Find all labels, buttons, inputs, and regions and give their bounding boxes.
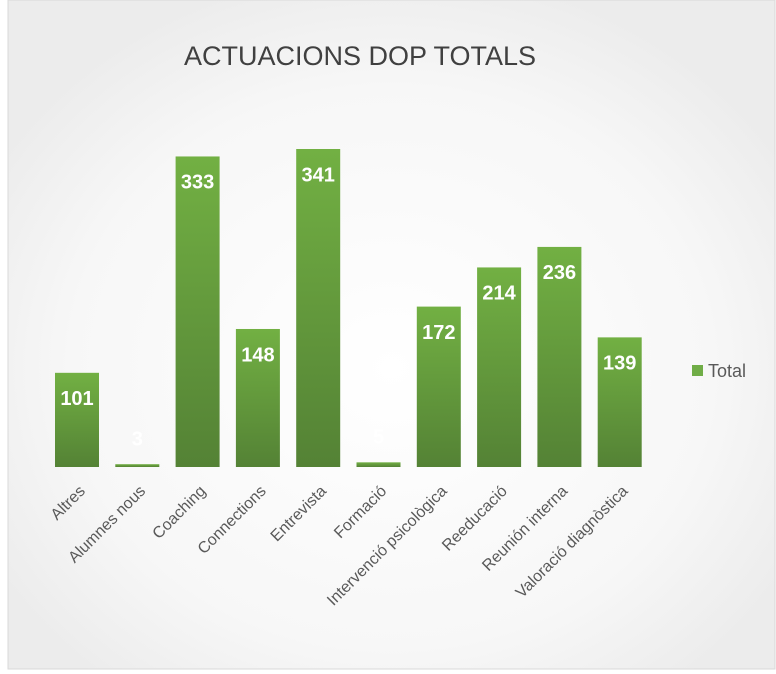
data-label: 236 [543,262,576,284]
data-label: 101 [60,388,93,410]
data-label: 148 [241,344,274,366]
bar [356,462,401,467]
data-label: 172 [422,322,455,344]
data-label: 333 [181,172,214,194]
bar [296,149,341,467]
legend-label: Total [708,361,746,381]
bar [115,464,160,467]
bar [55,372,99,467]
bar [477,267,522,467]
bar [235,328,280,467]
bar [537,246,582,467]
bar [597,337,642,467]
data-label: 214 [482,283,516,305]
data-label: 3 [132,428,143,450]
bar [416,306,461,467]
chart-area [7,0,776,670]
chart-title: ACTUACIONS DOP TOTALS [184,41,536,71]
legend-swatch [692,365,703,376]
data-label: 139 [603,353,636,375]
data-label: 341 [302,164,335,186]
data-label: 5 [373,427,384,449]
bar [175,156,220,468]
